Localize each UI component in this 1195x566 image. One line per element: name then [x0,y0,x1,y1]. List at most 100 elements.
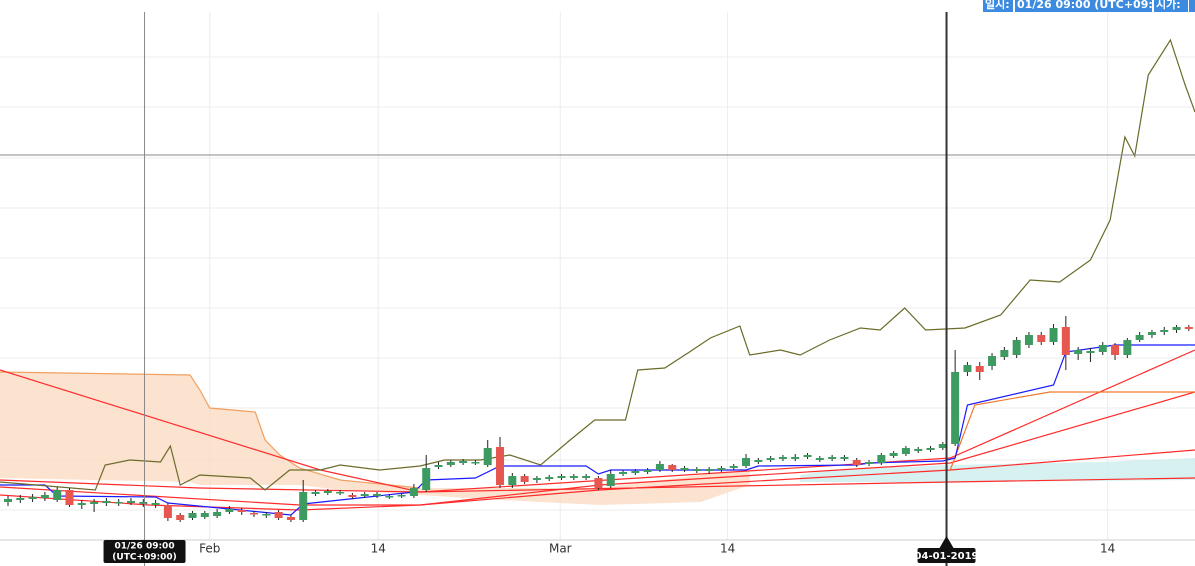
candle-body [163,505,172,518]
candle-body [1074,350,1083,354]
candle-body [225,509,234,512]
candle-body [471,462,480,464]
candle-body [53,490,62,500]
candle-body [127,501,136,503]
candle-body [520,476,529,482]
candle-body [151,503,160,505]
candle-body [1000,350,1009,357]
candle-body [582,476,591,478]
candle-body [1184,327,1193,329]
candle-body [90,502,99,504]
header-box [1015,0,1152,12]
candle-body [705,469,714,471]
candle-body [655,464,664,470]
candle-body [828,457,837,459]
candle-body [102,501,111,503]
candle-body [446,462,455,465]
candle-body [1012,340,1021,355]
candle-body [40,495,49,498]
header-box [1189,0,1195,12]
candle-body [914,449,923,451]
candle-body [889,453,898,456]
candle-body [963,365,972,372]
candle-body [3,499,12,502]
candle-body [840,457,849,459]
candle-body [1061,327,1070,355]
candle-body [717,468,726,470]
candle-body [791,457,800,459]
indicator-line [0,38,1195,491]
candle-body [434,465,443,467]
candle-body [348,495,357,497]
candle-body [569,476,578,478]
candle-body [926,448,935,450]
candle-body [336,492,345,494]
marker-label: 04-01-2019 [915,551,979,562]
candle-body [901,448,910,454]
candle-body [176,515,185,520]
indicator-line [949,391,1195,471]
candle-body [1111,345,1120,355]
candle-body [483,448,492,465]
candle-body [988,356,997,366]
candle-body [975,366,984,372]
candle-body [532,478,541,480]
candle-body [766,458,775,460]
candle-body [65,490,74,505]
candle-body [1123,340,1132,355]
candle-body [274,512,283,518]
marker-label: (UTC+09:00) [112,553,176,563]
candle-body [360,494,369,496]
x-tick-label: 14 [1100,542,1115,556]
candle-body [323,491,332,493]
candle-body [1135,335,1144,340]
candle-body [409,488,418,496]
candle-body [16,498,25,500]
header-text: 시가: [1156,0,1181,11]
header-box [1154,0,1188,12]
marker-box [103,540,186,563]
candle-body [729,466,738,468]
candle-body [422,468,431,490]
x-tick-label: 14 [720,542,735,556]
candle-body [1086,351,1095,353]
candle-body [397,495,406,497]
candle-body [200,513,209,517]
candle-body [1160,330,1169,332]
candle-body [545,477,554,479]
candle-body [1024,335,1033,345]
header-text: 일시: [985,0,1010,11]
candle-body [680,468,689,470]
candle-body [139,502,148,504]
candle-body [668,465,677,470]
candle-body [250,513,259,515]
candle-body [1098,345,1107,352]
indicator-line [0,477,1195,493]
candle-body [237,510,246,512]
candle-body [385,496,394,498]
header-text: 01/26 09:00 (UTC+09:00) [1017,0,1173,11]
header-box [983,0,1013,12]
candle-body [459,461,468,463]
candle-body [631,471,640,473]
candle-body [1049,328,1058,342]
candle-body [815,458,824,460]
x-tick-label: Mar [549,542,572,556]
candle-body [1147,332,1156,335]
candle-body [188,513,197,518]
candle-body [262,514,271,516]
candle-body [742,458,751,466]
candle-body [557,476,566,478]
marker-box [917,548,976,563]
candle-body [692,469,701,471]
candle-body [1172,327,1181,330]
candle-body [77,503,86,505]
candle-body [213,512,222,516]
indicator-line [0,391,1195,506]
candle-body [606,474,615,486]
candle-body [508,476,517,485]
candle-body [299,492,308,520]
candle-body [778,457,787,459]
candle-body [877,455,886,463]
